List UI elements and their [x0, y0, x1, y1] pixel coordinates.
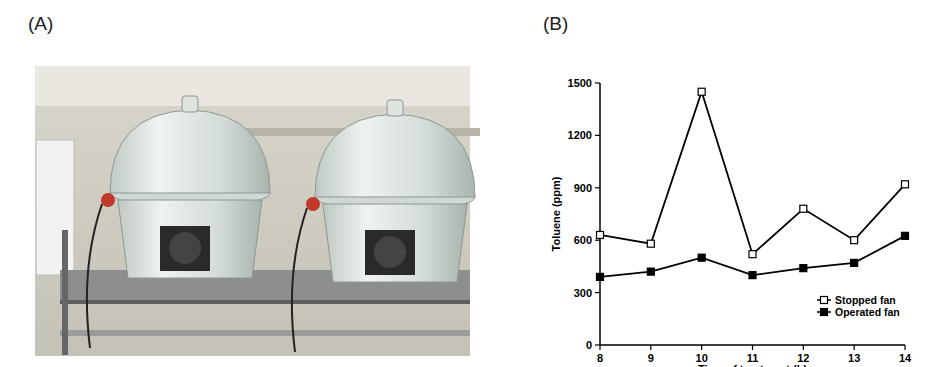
panel-label: (A) — [28, 13, 53, 34]
lid-knob — [182, 96, 198, 112]
marker — [749, 251, 756, 258]
fan — [160, 226, 210, 271]
legend-label: Stopped fan — [835, 294, 896, 306]
canvas: (A)(B)030060090012001500891011121314Time… — [0, 0, 928, 367]
cart-bar — [60, 330, 470, 336]
x-axis-label: Time of treatment (h) — [698, 363, 808, 367]
cable — [87, 204, 102, 348]
marker — [902, 232, 909, 239]
marker — [800, 205, 807, 212]
x-tick — [854, 345, 855, 350]
y-tick-label: 600 — [574, 234, 592, 246]
marker — [749, 272, 756, 279]
x-tick — [599, 345, 600, 350]
y-tick — [595, 292, 600, 293]
cable — [292, 208, 307, 352]
marker — [597, 273, 604, 280]
valve — [101, 193, 115, 207]
marker — [698, 254, 705, 261]
legend: Stopped fanOperated fan — [817, 294, 900, 318]
y-tick — [595, 82, 600, 83]
x-tick-label: 14 — [899, 352, 912, 364]
y-tick-label: 1500 — [568, 77, 592, 89]
legend-label: Operated fan — [835, 306, 900, 318]
series-line — [600, 236, 905, 277]
y-tick-label: 900 — [574, 182, 592, 194]
chart: 030060090012001500891011121314Time of tr… — [550, 77, 912, 367]
x-tick — [701, 345, 702, 350]
x-tick — [650, 345, 651, 350]
fridge — [36, 140, 74, 275]
y-tick-label: 0 — [586, 339, 592, 351]
photo-background — [35, 66, 470, 356]
marker — [851, 237, 858, 244]
marker — [647, 268, 654, 275]
marker — [647, 240, 654, 247]
legend-marker — [821, 297, 828, 304]
valve — [306, 197, 320, 211]
y-tick-label: 300 — [574, 287, 592, 299]
photo — [35, 66, 480, 356]
panel-label: (B) — [543, 13, 568, 34]
marker — [902, 181, 909, 188]
lid-knob — [387, 100, 403, 116]
series-line — [600, 92, 905, 254]
x-tick — [904, 345, 905, 350]
cart-edge — [60, 300, 470, 304]
y-axis — [599, 83, 601, 345]
x-tick-label: 13 — [848, 352, 860, 364]
desiccator-base — [118, 200, 262, 278]
desiccator-base — [323, 204, 467, 282]
fan-blade — [374, 236, 406, 268]
marker — [698, 88, 705, 95]
ceiling — [35, 66, 470, 106]
y-tick-label: 1200 — [568, 129, 592, 141]
marker — [851, 259, 858, 266]
fan — [365, 230, 415, 275]
y-axis-label: Toluene (ppm) — [550, 176, 562, 251]
cart-post — [62, 230, 68, 355]
x-tick — [803, 345, 804, 350]
marker — [597, 231, 604, 238]
y-tick — [595, 344, 600, 345]
x-tick-label: 9 — [648, 352, 654, 364]
fan-blade — [169, 232, 201, 264]
desiccator-lid — [110, 110, 270, 193]
y-tick — [595, 135, 600, 136]
marker — [800, 265, 807, 272]
y-tick — [595, 187, 600, 188]
plot-area — [597, 88, 909, 280]
desiccator-lid — [315, 114, 475, 197]
figure: (A)(B)030060090012001500891011121314Time… — [0, 0, 928, 367]
x-tick-label: 8 — [597, 352, 603, 364]
y-tick — [595, 240, 600, 241]
x-tick — [752, 345, 753, 350]
legend-marker — [821, 309, 828, 316]
